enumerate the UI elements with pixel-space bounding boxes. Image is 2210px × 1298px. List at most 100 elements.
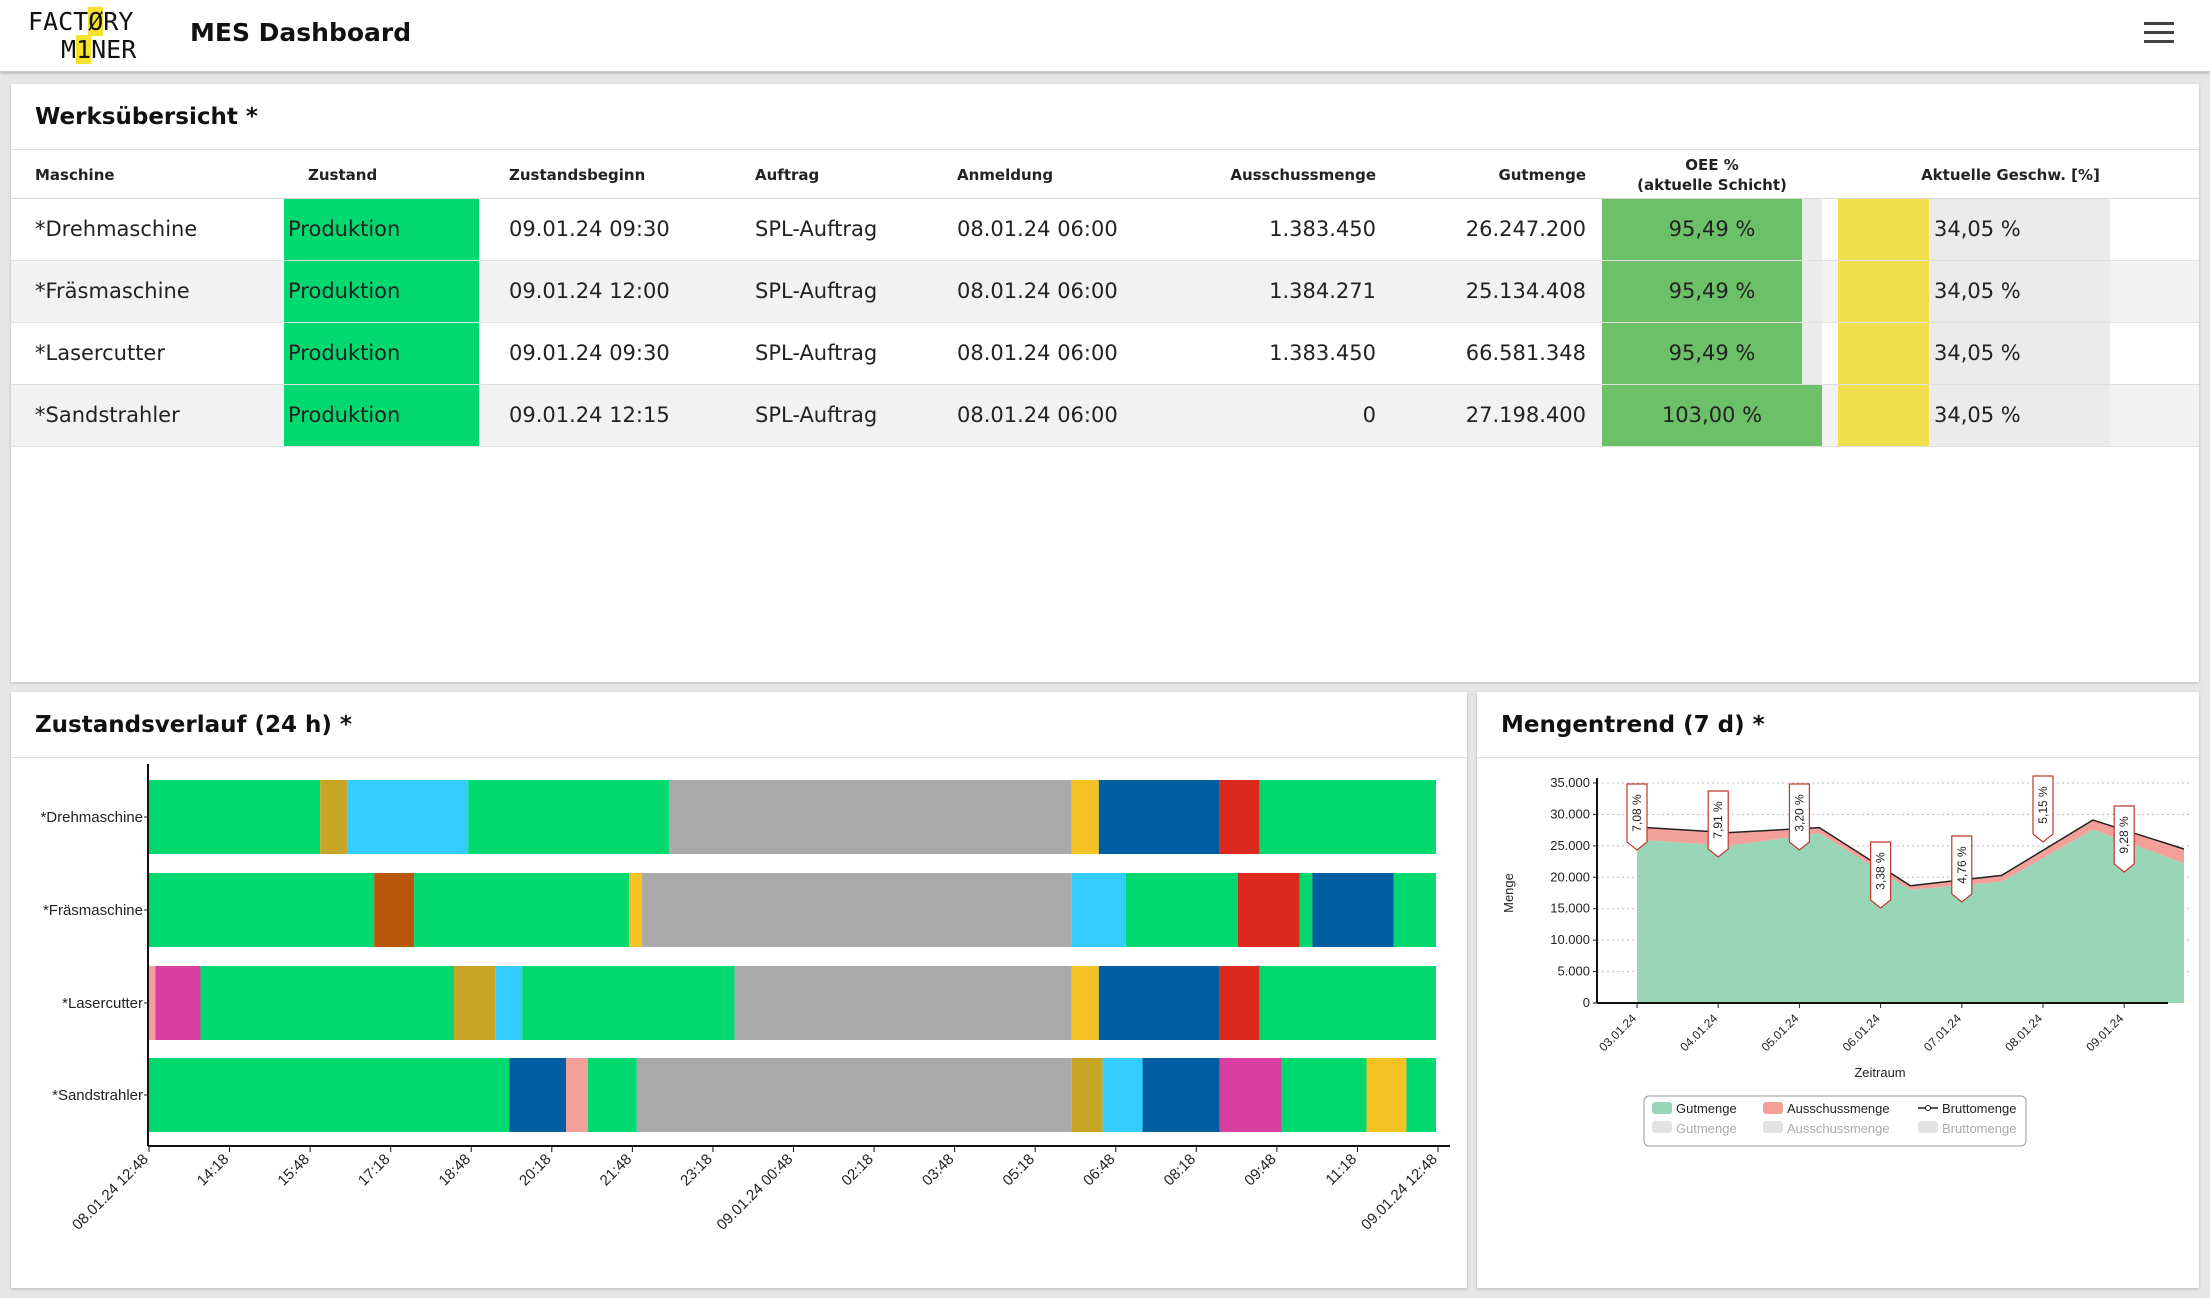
state-segment[interactable] xyxy=(155,966,201,1040)
state-segment[interactable] xyxy=(1142,1058,1220,1132)
state-segment[interactable] xyxy=(200,966,455,1040)
state-segment[interactable] xyxy=(734,966,1072,1040)
scrap-rate-callout: 7,08 % xyxy=(1626,783,1648,851)
state-segment[interactable] xyxy=(1219,966,1260,1040)
hamburger-menu-icon[interactable] xyxy=(2144,22,2174,48)
login-time: 08.01.24 06:00 xyxy=(933,322,1143,385)
order: SPL-Auftrag xyxy=(731,260,933,323)
x-tick-label: 03:48 xyxy=(919,1151,958,1190)
x-tick-label: 06:48 xyxy=(1080,1151,1119,1190)
state-segment[interactable] xyxy=(1219,780,1260,854)
header-login[interactable]: Anmeldung xyxy=(933,152,1143,199)
scrap-rate-callout: 4,76 % xyxy=(1951,835,1973,903)
oee-value: 103,00 % xyxy=(1661,402,1763,427)
x-tick-label: 09.01.24 00:48 xyxy=(714,1151,797,1234)
scrap-rate-callout: 9,28 % xyxy=(2113,805,2135,873)
good-qty: 25.134.408 xyxy=(1392,260,1602,323)
y-tick-label: 15.000 xyxy=(1550,901,1590,916)
state-segment[interactable] xyxy=(1071,873,1126,947)
row-label: *Lasercutter xyxy=(62,995,143,1012)
table-row[interactable]: *Drehmaschine Produktion 09.01.24 09:30 SPL… xyxy=(11,198,2199,261)
legend-item-hidden[interactable]: Bruttomenge xyxy=(1942,1121,2016,1136)
header-machine[interactable]: Maschine xyxy=(11,152,284,199)
quantity-trend-chart: 0 5.000 10.000 15.000 20.000 25.000 30.000 35.0… xyxy=(1501,775,2189,1147)
state-segment[interactable] xyxy=(374,873,415,947)
state-segment[interactable] xyxy=(565,1058,588,1132)
header-state-start[interactable]: Zustandsbeginn xyxy=(485,152,731,199)
state-segment[interactable] xyxy=(1259,966,1436,1040)
state-segment[interactable] xyxy=(495,966,523,1040)
state-segment[interactable] xyxy=(1071,966,1099,1040)
state-segment[interactable] xyxy=(1071,780,1099,854)
state-segment[interactable] xyxy=(1125,873,1238,947)
state-segment[interactable] xyxy=(1219,1058,1282,1132)
scrap-rate-callout: 7,91 % xyxy=(1707,790,1729,858)
state-segment[interactable] xyxy=(1098,966,1220,1040)
state-segment[interactable] xyxy=(149,780,321,854)
login-time: 08.01.24 06:00 xyxy=(933,384,1143,447)
header-oee[interactable]: OEE % (aktuelle Schicht) xyxy=(1602,152,1822,199)
state-segment[interactable] xyxy=(347,780,469,854)
scrap-rate-callout: 5,15 % xyxy=(2032,775,2054,843)
state-segment[interactable] xyxy=(454,966,496,1040)
table-row[interactable]: *Lasercutter Produktion 09.01.24 09:30 SPL-… xyxy=(11,322,2199,385)
state-segment[interactable] xyxy=(636,1058,1072,1132)
scrap-rate-label: 9,28 % xyxy=(2117,816,2131,854)
state-segment[interactable] xyxy=(320,780,348,854)
state-start: 09.01.24 12:00 xyxy=(485,260,731,323)
speed-cell: 34,05 % xyxy=(1822,384,2199,447)
legend-item[interactable]: Bruttomenge xyxy=(1942,1101,2016,1116)
legend-item[interactable]: Ausschussmenge xyxy=(1787,1101,1890,1116)
scrap-rate-label: 7,91 % xyxy=(1711,801,1725,839)
y-tick-label: 20.000 xyxy=(1550,869,1590,884)
header-state[interactable]: Zustand xyxy=(284,152,485,199)
header-scrap[interactable]: Ausschussmenge xyxy=(1143,152,1392,199)
state-segment[interactable] xyxy=(509,1058,566,1132)
state-segment[interactable] xyxy=(1102,1058,1143,1132)
state-segment[interactable] xyxy=(1393,873,1436,947)
state-segment[interactable] xyxy=(668,780,1072,854)
legend-item-hidden[interactable]: Ausschussmenge xyxy=(1787,1121,1890,1136)
state-segment[interactable] xyxy=(587,1058,637,1132)
table-row[interactable]: *Fräsmaschine Produktion 09.01.24 12:00 SPL… xyxy=(11,260,2199,323)
state-segment[interactable] xyxy=(1406,1058,1436,1132)
scrap-rate-label: 5,15 % xyxy=(2036,786,2050,824)
state-segment[interactable] xyxy=(468,780,669,854)
plant-overview-card: Werksübersicht * Maschine Zustand Zustan… xyxy=(11,84,2199,682)
header-speed[interactable]: Aktuelle Geschw. [%] xyxy=(1822,152,2199,199)
good-qty: 66.581.348 xyxy=(1392,322,1602,385)
state-segment[interactable] xyxy=(1259,780,1436,854)
state-segment[interactable] xyxy=(1098,780,1220,854)
state-segment[interactable] xyxy=(1281,1058,1367,1132)
state-segment[interactable] xyxy=(522,966,735,1040)
legend-item[interactable]: Gutmenge xyxy=(1676,1101,1737,1116)
state-segment[interactable] xyxy=(149,1058,510,1132)
state-segment[interactable] xyxy=(641,873,1072,947)
state-badge: Produktion xyxy=(284,198,479,260)
speed-value: 34,05 % xyxy=(1934,340,2021,365)
speed-bar xyxy=(1838,260,1929,322)
state-segment[interactable] xyxy=(149,873,375,947)
state-segment[interactable] xyxy=(149,966,156,1040)
state-segment[interactable] xyxy=(629,873,642,947)
history-title: Zustandsverlauf (24 h) * xyxy=(35,712,352,738)
state-segment[interactable] xyxy=(1366,1058,1407,1132)
scrap-qty: 1.383.450 xyxy=(1143,322,1392,385)
order: SPL-Auftrag xyxy=(731,198,933,261)
state-segment[interactable] xyxy=(1237,873,1300,947)
state-badge: Produktion xyxy=(284,384,479,446)
x-tick-label: 20:18 xyxy=(516,1151,555,1190)
table-row[interactable]: *Sandstrahler Produktion 09.01.24 12:15 SPL… xyxy=(11,384,2199,447)
state-segment[interactable] xyxy=(1071,1058,1103,1132)
speed-cell: 34,05 % xyxy=(1822,198,2199,261)
state-segment[interactable] xyxy=(1312,873,1394,947)
legend-item-hidden[interactable]: Gutmenge xyxy=(1676,1121,1737,1136)
state-segment[interactable] xyxy=(1299,873,1313,947)
header-good[interactable]: Gutmenge xyxy=(1392,152,1602,199)
state-segment[interactable] xyxy=(414,873,630,947)
scrap-qty: 1.383.450 xyxy=(1143,198,1392,261)
oee-bar xyxy=(1602,198,1802,260)
header-order[interactable]: Auftrag xyxy=(731,152,933,199)
speed-bar xyxy=(1838,322,1929,384)
row-label: *Sandstrahler xyxy=(52,1087,143,1104)
